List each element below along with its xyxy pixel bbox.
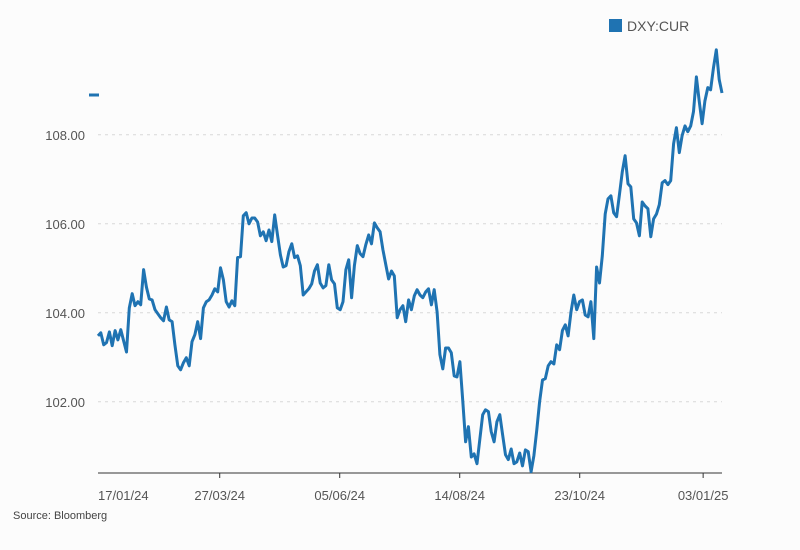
- series-line-dxy: [96, 48, 724, 474]
- x-tick-label: 14/08/24: [434, 488, 485, 503]
- legend-label: DXY:CUR: [627, 18, 689, 34]
- y-tick-label: 104.00: [45, 306, 85, 321]
- y-axis-ticks: 102.00 104.00 106.00 108.00: [45, 128, 85, 410]
- x-tick-label: 03/01/25: [678, 488, 729, 503]
- x-axis-ticks: 17/01/24 27/03/24 05/06/24 14/08/24 23/10/24…: [98, 473, 728, 503]
- y-tick-label: 106.00: [45, 217, 85, 232]
- x-tick-label: 27/03/24: [194, 488, 245, 503]
- legend: DXY:CUR: [609, 18, 689, 34]
- x-tick-label: 23/10/24: [554, 488, 605, 503]
- y-tick-label: 108.00: [45, 128, 85, 143]
- source-note: Source: Bloomberg: [13, 510, 108, 522]
- y-tick-label: 102.00: [45, 395, 85, 410]
- legend-swatch: [609, 19, 622, 32]
- grid-lines: [98, 134, 722, 403]
- x-tick-label: 17/01/24: [98, 488, 149, 503]
- x-tick-label: 05/06/24: [314, 488, 365, 503]
